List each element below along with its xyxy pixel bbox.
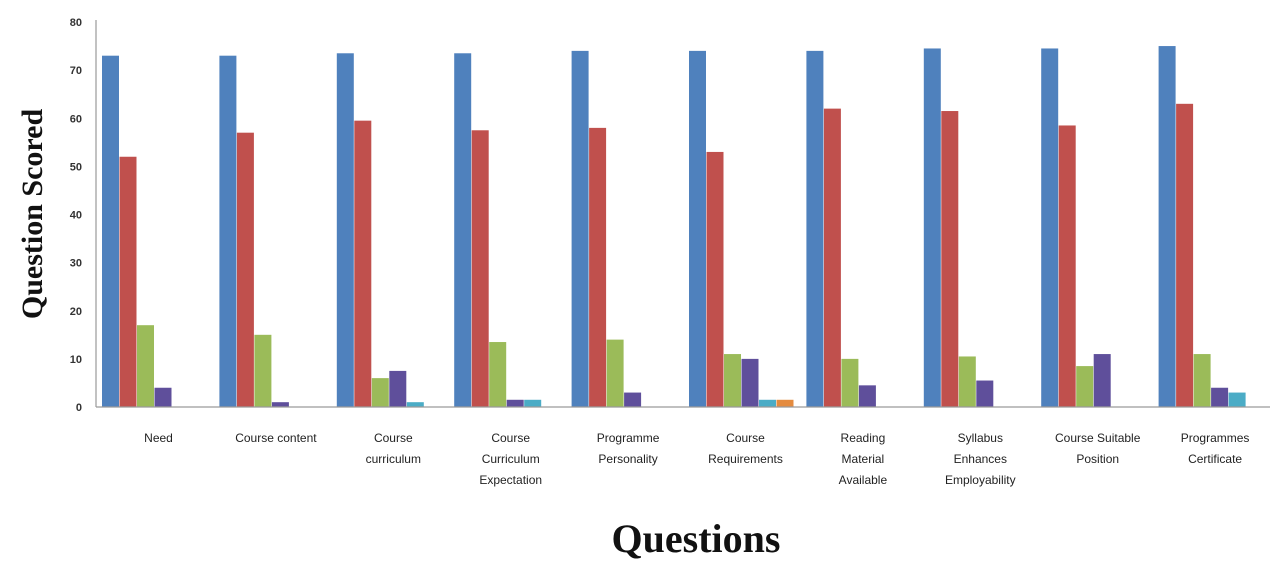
x-tick-label-line: Expectation — [479, 473, 542, 487]
bar — [219, 55, 237, 407]
x-tick-label-line: Employability — [945, 473, 1016, 487]
bar — [606, 339, 624, 407]
y-axis-label: Question Scored — [16, 109, 49, 320]
bar — [941, 111, 959, 407]
bar — [154, 387, 172, 407]
x-tick-label: Syllabus Enhances Employability — [945, 431, 1016, 487]
bars-layer — [102, 46, 1246, 407]
bar — [506, 399, 524, 407]
bar — [389, 370, 407, 407]
y-tick-labels: 0 10 20 30 40 50 60 70 80 — [70, 17, 82, 414]
x-tick-label-line: Need — [144, 431, 173, 445]
x-tick-labels: Need Course content Course curriculumCourse… — [144, 431, 1249, 487]
x-tick-label: Reading Material Available — [839, 431, 888, 487]
x-tick-label: Programmes Certificate — [1181, 431, 1250, 466]
bar — [958, 356, 976, 407]
bar — [976, 380, 994, 407]
bar — [524, 399, 542, 407]
y-tick-label: 0 — [76, 402, 82, 414]
x-tick-label: Programme Personality — [597, 431, 660, 466]
x-tick-label-line: Programmes — [1181, 431, 1250, 445]
bar — [137, 325, 154, 407]
bar — [236, 132, 254, 407]
bar — [858, 385, 876, 407]
bar — [624, 392, 642, 407]
y-tick-label: 10 — [70, 354, 82, 366]
bar — [759, 399, 776, 407]
bar — [1158, 46, 1176, 407]
x-axis-label: Questions — [612, 516, 781, 561]
bar — [1076, 366, 1094, 407]
bar — [336, 53, 354, 407]
x-tick-label-line: Reading — [841, 431, 886, 445]
bar — [706, 151, 724, 407]
x-tick-label-line: Material — [842, 452, 885, 466]
bar — [1193, 354, 1211, 407]
bar — [354, 120, 372, 407]
bar — [1176, 103, 1194, 407]
x-tick-label-line: Requirements — [708, 452, 783, 466]
x-tick-label-line: Syllabus — [958, 431, 1003, 445]
bar — [271, 402, 289, 407]
y-tick-label: 40 — [70, 210, 82, 222]
x-tick-label-line: Personality — [598, 452, 657, 466]
bar — [406, 402, 424, 407]
bar — [589, 127, 607, 407]
y-tick-label: 20 — [70, 306, 82, 318]
bar — [841, 358, 859, 407]
y-tick-label: 30 — [70, 258, 82, 270]
y-tick-label: 80 — [70, 17, 82, 29]
bar — [371, 378, 389, 407]
bar — [454, 53, 472, 407]
x-tick-label-line: Curriculum — [482, 452, 540, 466]
bar — [1058, 125, 1076, 407]
bar — [823, 108, 841, 407]
bar — [1093, 354, 1111, 407]
bar — [806, 50, 824, 407]
y-tick-label: 50 — [70, 161, 82, 173]
y-tick-label: 70 — [70, 65, 82, 77]
x-tick-label: Need — [144, 431, 173, 445]
bar — [119, 156, 137, 407]
bar — [254, 334, 272, 407]
bar — [689, 50, 706, 407]
bar — [571, 50, 589, 407]
bar — [471, 130, 489, 407]
bar — [102, 55, 119, 407]
x-tick-label-line: Course — [374, 431, 413, 445]
x-tick-label: Course curriculum — [366, 431, 421, 466]
x-tick-label-line: curriculum — [366, 452, 421, 466]
x-tick-label-line: Course — [726, 431, 765, 445]
bar — [923, 48, 941, 407]
x-tick-label-line: Position — [1076, 452, 1119, 466]
x-tick-label-line: Enhances — [954, 452, 1007, 466]
x-tick-label: Course Suitable Position — [1055, 431, 1141, 466]
bar — [741, 358, 759, 407]
bar — [489, 342, 507, 407]
x-tick-label-line: Course Suitable — [1055, 431, 1141, 445]
x-tick-label-line: Certificate — [1188, 452, 1242, 466]
bar — [1211, 387, 1229, 407]
bar — [724, 354, 741, 407]
x-tick-label: Course Curriculum Expectation — [479, 431, 542, 487]
bar — [1228, 392, 1246, 407]
x-tick-label: Course Requirements — [708, 431, 783, 466]
x-tick-label-line: Available — [839, 473, 888, 487]
x-tick-label-line: Course content — [235, 431, 317, 445]
bar — [1041, 48, 1059, 407]
x-tick-label-line: Course — [491, 431, 530, 445]
bar — [776, 399, 794, 407]
y-tick-label: 60 — [70, 113, 82, 125]
x-tick-label: Course content — [235, 431, 317, 445]
x-tick-label-line: Programme — [597, 431, 660, 445]
